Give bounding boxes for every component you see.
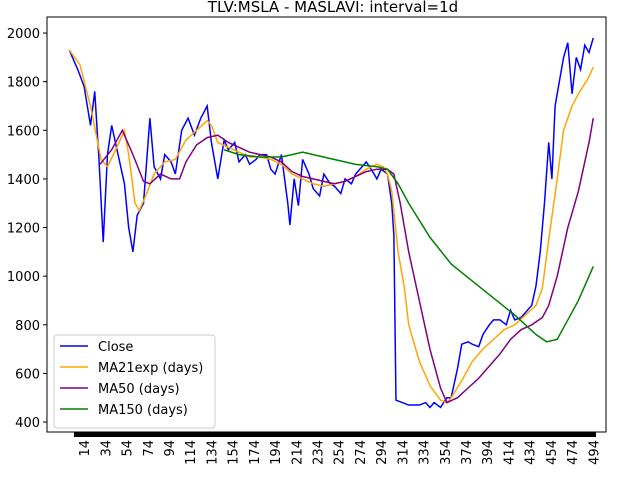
x-tick-label: 194: [269, 440, 284, 465]
x-tick-label: 154: [227, 440, 242, 465]
x-tick-label: 274: [354, 440, 369, 465]
x-tick-label: 334: [418, 440, 433, 465]
chart-title: TLV:MSLA - MASLAVI: interval=1d: [207, 0, 458, 16]
x-tick-label: 74: [142, 440, 157, 457]
x-tick-label: 234: [311, 440, 326, 465]
x-tick-label: 114: [184, 440, 199, 465]
x-tick-label: 34: [99, 440, 114, 457]
x-tick-label: 14: [78, 440, 93, 457]
series-line: [99, 118, 595, 404]
x-tick-label: 414: [502, 440, 517, 465]
series-line: [223, 149, 594, 343]
y-tick-label: 1200: [7, 222, 40, 237]
x-tick-label: 354: [439, 440, 454, 465]
y-tick-label: 1600: [7, 124, 40, 139]
legend-label: MA150 (days): [98, 403, 188, 418]
x-tick-label: 254: [333, 440, 348, 465]
y-tick-label: 1800: [7, 76, 40, 91]
x-tick-label: 434: [524, 440, 539, 465]
plot-frame: [46, 16, 607, 433]
minor-ticks: [74, 432, 596, 437]
x-tick-label: 54: [121, 440, 136, 457]
legend-label: MA50 (days): [98, 382, 180, 397]
x-tick-label: 314: [396, 440, 411, 465]
x-tick-label: 294: [375, 440, 390, 465]
y-tick-label: 600: [15, 367, 40, 382]
x-tick-label: 474: [566, 440, 581, 465]
x-tick-label: 134: [205, 440, 220, 465]
y-tick-label: 400: [15, 416, 40, 431]
y-tick-label: 800: [15, 319, 40, 334]
x-tick-label: 374: [460, 440, 475, 465]
x-tick-label: 214: [290, 440, 305, 465]
series-line: [68, 37, 594, 409]
x-tick-label: 454: [545, 440, 560, 465]
x-tick-label: 174: [248, 440, 263, 465]
legend-label: MA21exp (days): [98, 361, 203, 376]
x-tick-label: 94: [163, 440, 178, 457]
legend-label: Close: [98, 340, 133, 355]
y-tick-label: 1400: [7, 173, 40, 188]
x-tick-label: 494: [587, 440, 602, 465]
x-tick-label: 394: [481, 440, 496, 465]
legend-box: [53, 334, 216, 429]
y-tick-label: 2000: [7, 27, 40, 42]
y-tick-label: 1000: [7, 270, 40, 285]
